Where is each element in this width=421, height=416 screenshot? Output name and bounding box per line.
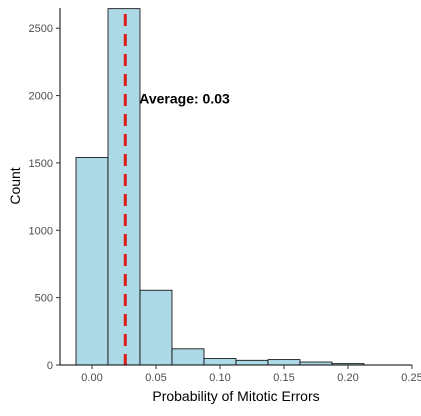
x-tick-label-5: 0.25 — [401, 372, 421, 384]
histogram-bar-5 — [235, 359, 269, 366]
average-annotation: Average: 0.03 — [139, 90, 230, 106]
x-axis-title: Probability of Mitotic Errors — [152, 388, 319, 404]
histogram-bar-0 — [75, 157, 109, 366]
y-tick-label-2: 1000 — [29, 225, 53, 237]
x-tick-label-0: 0.00 — [81, 372, 102, 384]
y-tick-label-5: 2500 — [29, 23, 53, 35]
x-tick-label-2: 0.10 — [209, 372, 230, 384]
y-tick-label-1: 500 — [35, 293, 53, 305]
histogram-bar-3 — [171, 348, 205, 366]
axes-layer — [59, 8, 412, 366]
y-axis-title: Count — [7, 167, 23, 204]
histogram-bar-6 — [267, 359, 301, 366]
histogram-bar-2 — [139, 289, 173, 366]
x-tick-label-3: 0.15 — [273, 372, 294, 384]
x-tick-label-4: 0.20 — [337, 372, 358, 384]
histogram-bar-4 — [203, 358, 237, 366]
bars-layer — [75, 8, 365, 366]
x-tick-label-1: 0.05 — [145, 372, 166, 384]
y-tick-label-3: 1500 — [29, 158, 53, 170]
ticks-layer: 0.00 0.05 0.10 0.15 0.20 0.25 0 500 1000 1500 2000… — [29, 23, 421, 384]
y-tick-label-4: 2000 — [29, 91, 53, 103]
y-tick-label-0: 0 — [47, 360, 53, 372]
